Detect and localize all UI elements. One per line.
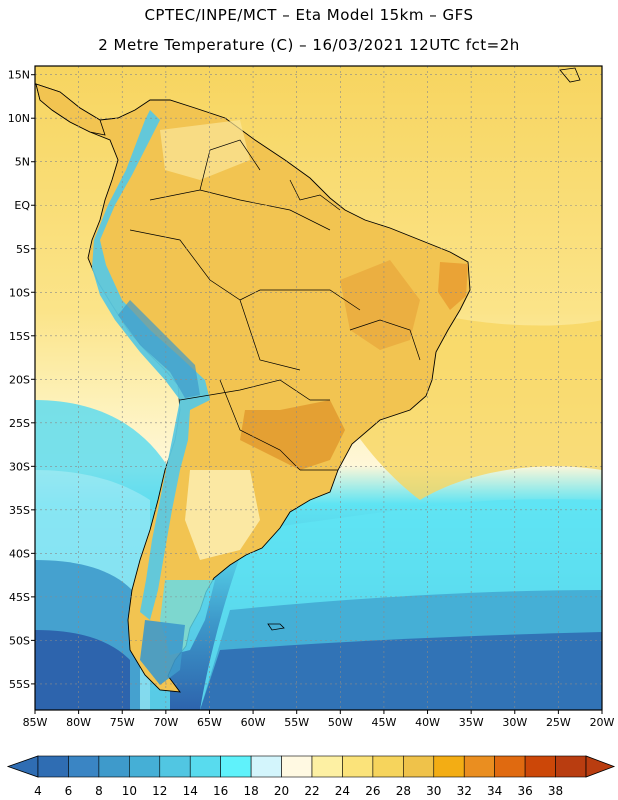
legend-value-label: 18 xyxy=(243,784,258,798)
y-tick-label: 50S xyxy=(9,634,30,647)
x-tick-label: 60W xyxy=(241,716,266,729)
legend-color-swatch xyxy=(494,755,526,778)
hot-region-northeast xyxy=(340,260,420,350)
x-tick-label: 55W xyxy=(284,716,309,729)
legend-color-swatch xyxy=(129,755,161,778)
legend-color-swatch xyxy=(555,755,587,778)
longitude-ticks: 85W 80W 75W 70W 65W 60W 55W 50W 45W 40W 35W 30W 25W 2… xyxy=(23,710,615,729)
x-tick-label: 50W xyxy=(328,716,353,729)
y-tick-label: 5S xyxy=(16,243,30,256)
legend-color-swatch xyxy=(159,755,191,778)
mild-region-argentina xyxy=(185,470,260,560)
x-tick-label: 30W xyxy=(502,716,527,729)
latitude-ticks: 15N 10N 5N EQ 5S 10S 15S 20S 25S 30S 35S 40S 45S 50S 5… xyxy=(8,69,35,691)
x-tick-label: 65W xyxy=(197,716,222,729)
x-tick-label: 45W xyxy=(371,716,396,729)
y-tick-label: 15N xyxy=(8,69,30,82)
legend-color-swatch xyxy=(342,755,374,778)
legend-color-swatch xyxy=(524,755,556,778)
y-tick-label: 10N xyxy=(8,112,30,125)
legend-color-swatch xyxy=(68,755,100,778)
legend-value-label: 22 xyxy=(304,784,319,798)
legend-bar: 4 6 8 10 12 14 16 18 20 22 24 26 28 30 32 34 36 38 xyxy=(6,755,616,798)
legend-color-swatch xyxy=(98,755,130,778)
legend-color-swatch xyxy=(372,755,404,778)
legend-value-label: 24 xyxy=(335,784,350,798)
x-tick-label: 85W xyxy=(23,716,48,729)
legend-color-swatch xyxy=(403,755,435,778)
y-tick-label: 15S xyxy=(9,330,30,343)
legend-value-label: 28 xyxy=(396,784,411,798)
grid-lines xyxy=(35,66,602,710)
legend-color-swatch xyxy=(311,755,343,778)
legend-color-swatch xyxy=(433,755,465,778)
legend-color-swatch xyxy=(463,755,495,778)
legend-value-label: 4 xyxy=(34,784,42,798)
y-tick-label: 55S xyxy=(9,678,30,691)
y-tick-label: 30S xyxy=(9,460,30,473)
falkland-islands xyxy=(267,623,285,631)
y-tick-label: 45S xyxy=(9,591,30,604)
x-tick-label: 35W xyxy=(459,716,484,729)
y-tick-label: 35S xyxy=(9,504,30,517)
legend-left-arrow xyxy=(6,755,39,778)
map-title-line-2: 2 Metre Temperature (C) – 16/03/2021 12U… xyxy=(98,36,520,54)
x-tick-label: 20W xyxy=(590,716,615,729)
legend-color-swatch xyxy=(37,755,69,778)
x-tick-label: 80W xyxy=(66,716,91,729)
y-tick-label: 25S xyxy=(9,417,30,430)
legend-value-label: 10 xyxy=(122,784,137,798)
temperature-map: 85W 80W 75W 70W 65W 60W 55W 50W 45W 40W 35W 30W 25W 2… xyxy=(8,65,615,729)
legend-value-label: 16 xyxy=(213,784,228,798)
country-borders xyxy=(129,139,421,471)
map-field xyxy=(35,66,602,710)
legend-value-label: 38 xyxy=(548,784,563,798)
legend-color-swatch xyxy=(281,755,313,778)
x-tick-label: 40W xyxy=(415,716,440,729)
legend-value-label: 12 xyxy=(152,784,167,798)
y-tick-label: 10S xyxy=(9,286,30,299)
legend-value-label: 14 xyxy=(183,784,198,798)
legend-value-label: 8 xyxy=(95,784,103,798)
legend-color-swatch xyxy=(220,755,252,778)
legend-color-swatch xyxy=(250,755,282,778)
x-tick-label: 75W xyxy=(110,716,135,729)
y-tick-label: 40S xyxy=(9,547,30,560)
y-tick-label: 5N xyxy=(15,156,30,169)
legend-value-label: 32 xyxy=(457,784,472,798)
legend-value-label: 6 xyxy=(65,784,73,798)
x-tick-label: 25W xyxy=(546,716,571,729)
legend-color-swatch xyxy=(189,755,221,778)
map-title-line-1: CPTEC/INPE/MCT – Eta Model 15km – GFS xyxy=(144,6,474,24)
legend-value-label: 20 xyxy=(274,784,289,798)
legend-value-label: 30 xyxy=(426,784,441,798)
map-frame xyxy=(34,65,603,711)
hot-region-paraguay xyxy=(240,400,345,470)
x-tick-label: 70W xyxy=(153,716,178,729)
y-tick-label: 20S xyxy=(9,373,30,386)
y-tick-label: EQ xyxy=(14,199,30,212)
legend-value-label: 36 xyxy=(517,784,532,798)
legend-right-arrow xyxy=(585,755,616,778)
legend-value-label: 26 xyxy=(365,784,380,798)
legend-value-label: 34 xyxy=(487,784,502,798)
